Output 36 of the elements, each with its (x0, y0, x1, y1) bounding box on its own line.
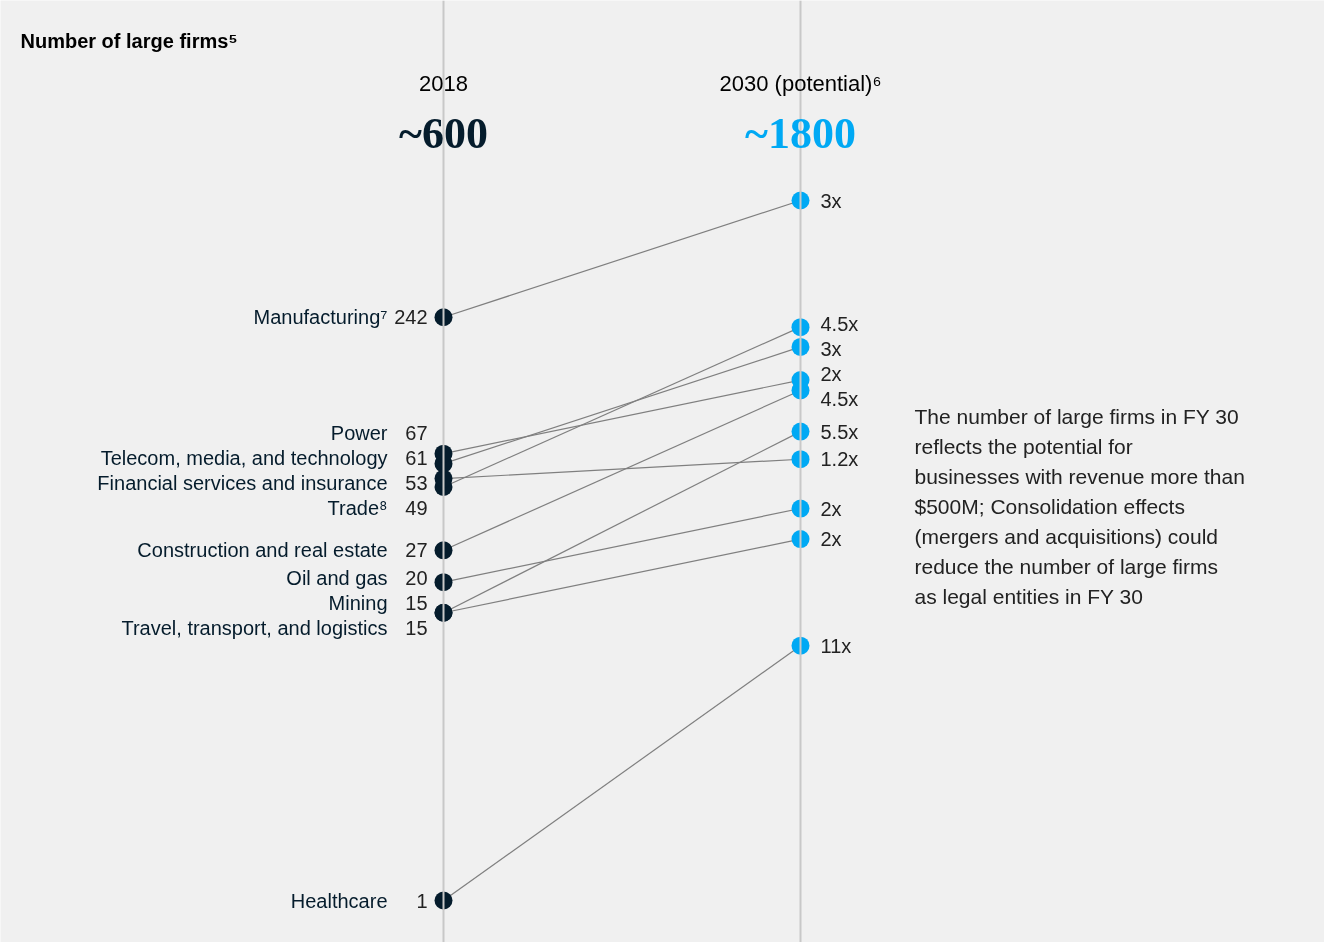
data-label: 20 (405, 566, 428, 589)
x-tick-label: 2018 (419, 71, 468, 96)
data-label: 67 (405, 422, 428, 445)
annotation: 2x (820, 497, 842, 520)
text: Manufacturing⁷ (253, 306, 388, 329)
text: Telecom, media, and technology (100, 447, 388, 470)
text: Oil and gas (286, 566, 388, 589)
text: Construction and real estate (137, 539, 388, 562)
chart-title: Number of large firms⁵ (20, 29, 238, 52)
annotation: 3x (820, 189, 842, 212)
data-label: 15 (405, 616, 428, 639)
text: Healthcare (290, 889, 388, 912)
text: ~1800 (745, 109, 856, 158)
text: ~600 (399, 109, 488, 158)
text: Trade⁸ (327, 497, 388, 520)
data-label: 61 (405, 447, 428, 470)
annotation: The number of large firms in FY 30 reflects the potential for businesses with revenue more than $500M; Consolidation effects (mergers and acquisitions) could reduce the number of large firms as legal entities in FY 30 (914, 405, 1245, 608)
annotation: 3x (820, 337, 842, 360)
data-label: 53 (405, 472, 428, 495)
text: Power (330, 422, 388, 445)
data-label: 242 (394, 306, 428, 329)
data-label: 15 (405, 591, 428, 614)
text: Mining (328, 591, 388, 614)
text: Financial services and insurance (97, 472, 388, 495)
annotation: 2x (820, 362, 842, 385)
data-label: 27 (405, 539, 428, 562)
annotation: 4.5x (820, 312, 859, 335)
annotation: 4.5x (820, 387, 859, 410)
annotation: 2x (820, 528, 842, 551)
text: Travel, transport, and logistics (121, 616, 388, 639)
annotation: 5.5x (820, 420, 859, 443)
data-label: 1 (416, 889, 428, 912)
annotation: 11x (820, 634, 852, 657)
annotation: 1.2x (820, 448, 859, 471)
x-tick-label: 2030 (potential)⁶ (719, 71, 882, 96)
data-label: 49 (405, 497, 428, 520)
